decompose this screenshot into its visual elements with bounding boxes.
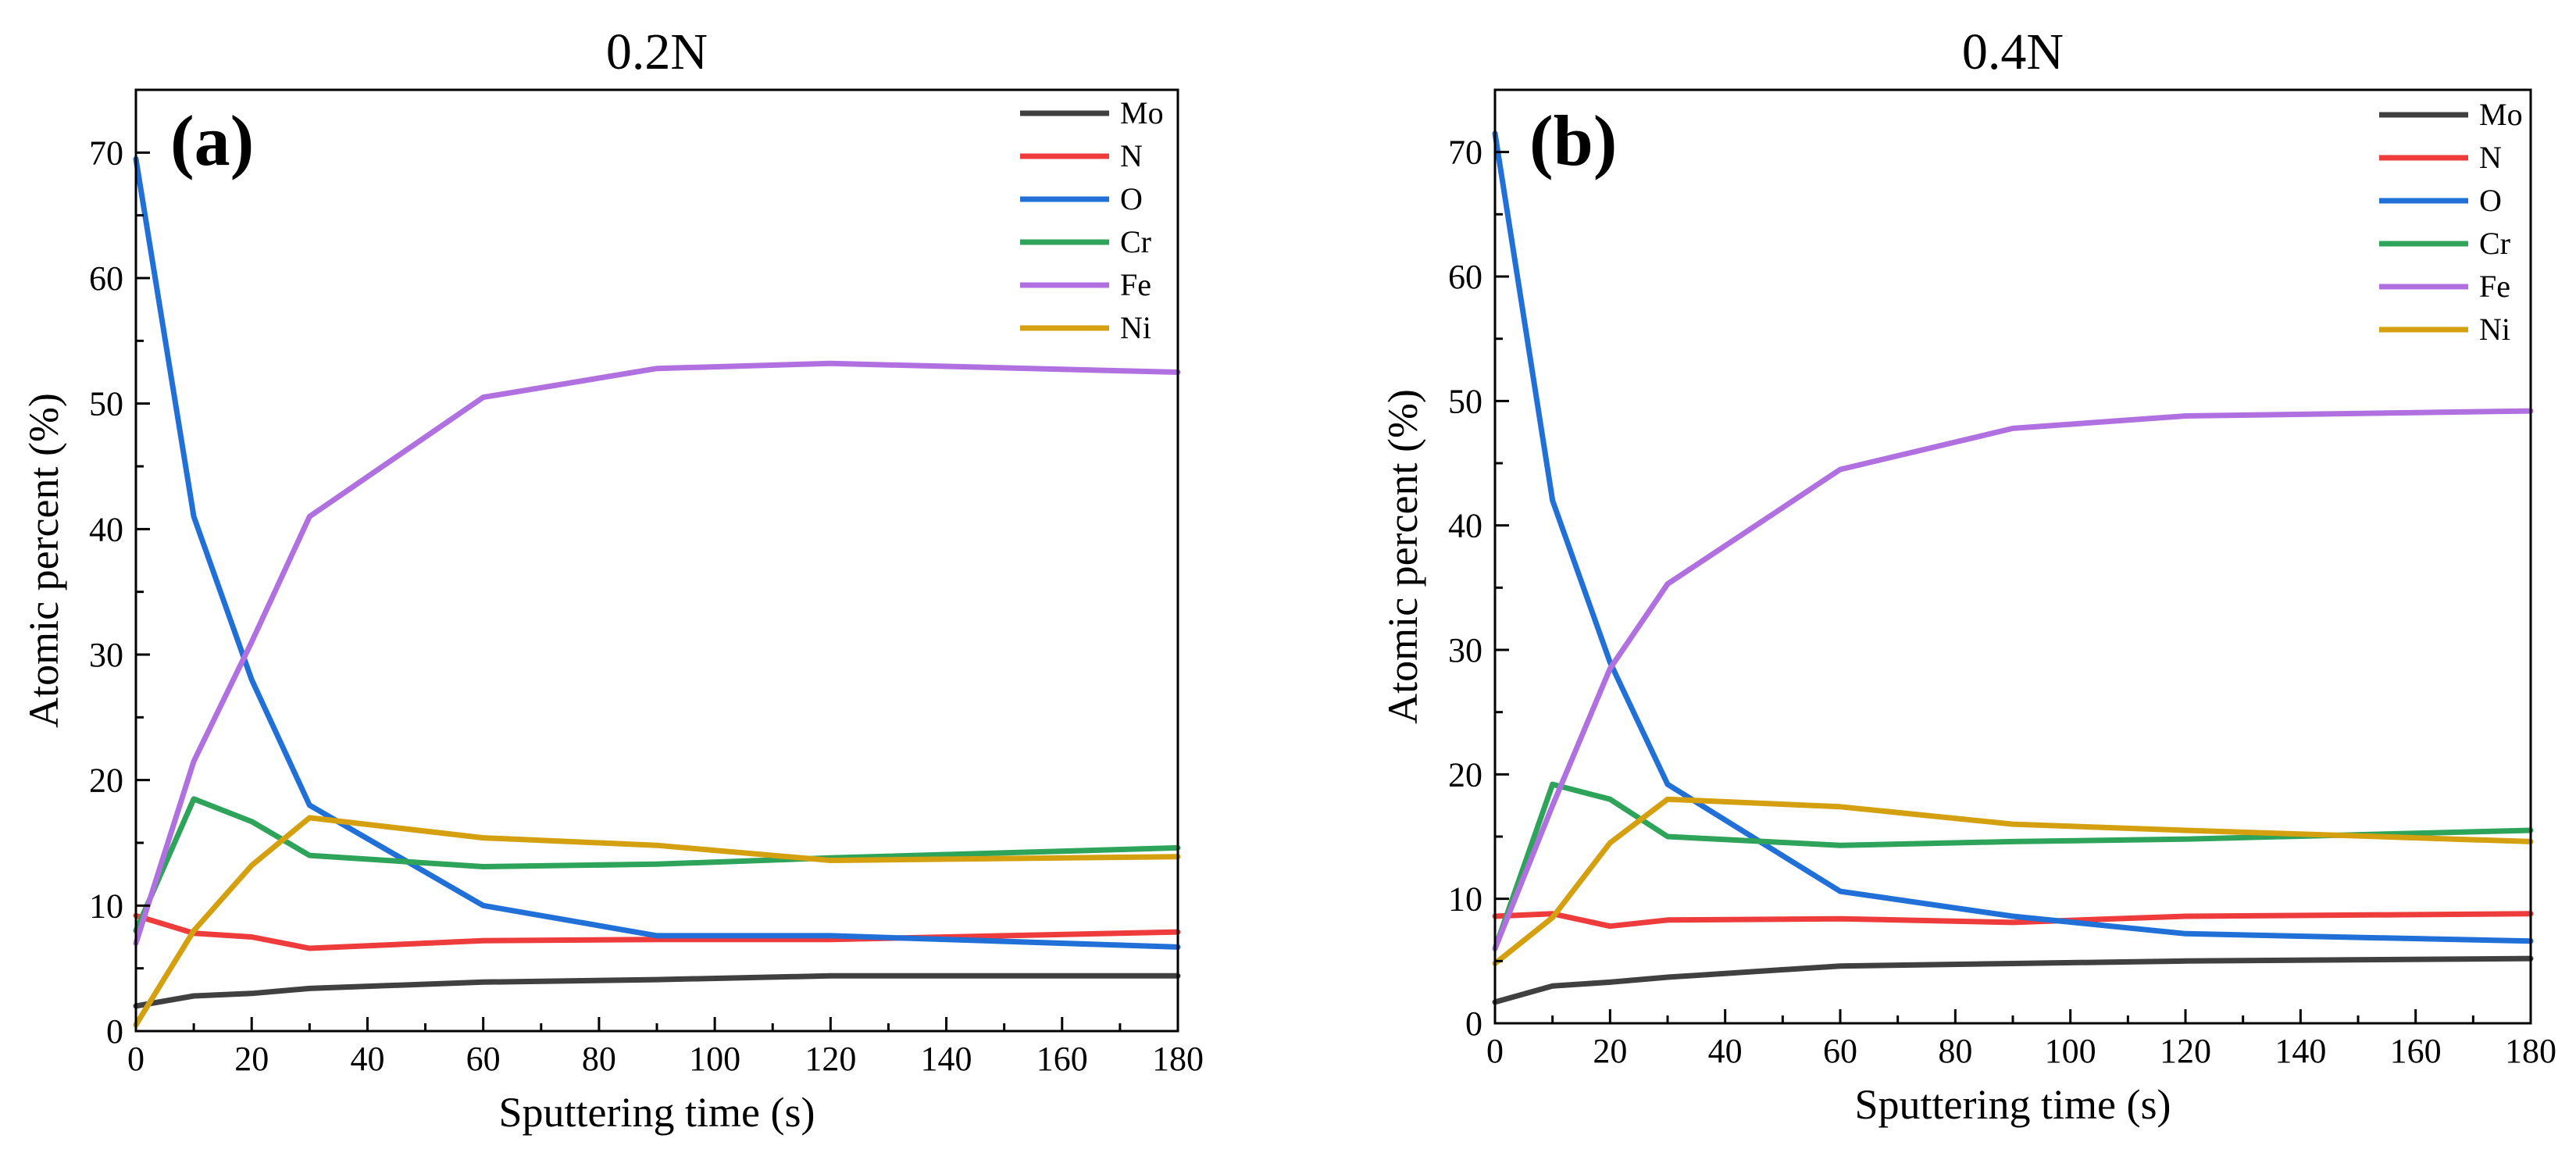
y-tick-label: 60 <box>89 259 123 298</box>
series-line-n <box>1492 911 2534 930</box>
series-line-n <box>133 912 1181 951</box>
x-tick-label: 80 <box>582 1040 616 1078</box>
x-tick-label: 60 <box>466 1040 501 1078</box>
series-line-o <box>1492 130 2534 944</box>
legend-label-cr: Cr <box>1120 224 1151 259</box>
series-line-ni <box>133 815 1181 1028</box>
panel-label: (a) <box>170 101 254 180</box>
series-line-o <box>133 155 1181 950</box>
y-tick-label: 30 <box>1448 631 1482 669</box>
x-tick-label: 60 <box>1823 1032 1857 1070</box>
y-tick-label: 70 <box>1448 134 1482 172</box>
legend-label-o: O <box>2479 183 2502 218</box>
chart-panel-b: 0.4N 0 20 40 60 80 100 120 140 160 180 0 10 20 30 40 50 6… <box>1379 23 2556 1128</box>
legend-label-mo: Mo <box>2479 97 2523 132</box>
x-tick-label: 40 <box>350 1040 384 1078</box>
y-tick-label: 20 <box>1448 755 1482 794</box>
x-tick-label: 140 <box>2275 1032 2326 1070</box>
x-tick-label: 120 <box>2160 1032 2211 1070</box>
y-tick-label: 10 <box>89 887 123 925</box>
x-tick-label: 180 <box>2505 1032 2556 1070</box>
x-tick-label: 0 <box>1486 1032 1504 1070</box>
series-line-mo <box>133 973 1181 1009</box>
x-tick-label: 20 <box>1593 1032 1627 1070</box>
y-axis-title: Atomic percent (%) <box>1379 389 1426 724</box>
x-tick-label: 0 <box>127 1040 144 1078</box>
y-tick-label: 20 <box>89 762 123 800</box>
legend-label-mo: Mo <box>1120 95 1164 130</box>
x-tick-label: 120 <box>805 1040 856 1078</box>
chart-title: 0.4N <box>1962 23 2064 80</box>
y-tick-label: 60 <box>1448 258 1482 296</box>
x-tick-label: 100 <box>689 1040 740 1078</box>
legend-label-n: N <box>2479 140 2502 175</box>
y-tick-label: 50 <box>1448 382 1482 420</box>
y-tick-label: 40 <box>89 510 123 548</box>
y-tick-label: 30 <box>89 636 123 674</box>
y-tick-label: 50 <box>89 385 123 423</box>
x-tick-label: 160 <box>1036 1040 1088 1078</box>
legend-label-fe: Fe <box>2479 269 2510 304</box>
y-tick-label: 10 <box>1448 880 1482 919</box>
y-tick-label: 0 <box>106 1012 123 1051</box>
y-axis-title: Atomic percent (%) <box>20 393 67 728</box>
x-axis-title: Sputtering time (s) <box>499 1089 815 1136</box>
series-line-ni <box>1492 796 2534 966</box>
x-tick-label: 20 <box>234 1040 269 1078</box>
legend-label-fe: Fe <box>1120 267 1151 302</box>
x-tick-label: 160 <box>2390 1032 2442 1070</box>
x-tick-label: 180 <box>1152 1040 1204 1078</box>
chart-panel-a: 0.2N 0 20 40 60 80 100 120 140 160 180 0 10 20 30 40 50 6… <box>20 23 1204 1136</box>
panel-label: (b) <box>1529 101 1617 180</box>
x-axis-title: Sputtering time (s) <box>1855 1081 2171 1128</box>
legend-label-ni: Ni <box>2479 312 2510 347</box>
legend-label-n: N <box>1120 138 1143 173</box>
chart-title: 0.2N <box>606 23 708 80</box>
series-line-cr <box>133 796 1181 933</box>
y-tick-label: 0 <box>1465 1005 1482 1043</box>
y-tick-label: 40 <box>1448 507 1482 545</box>
legend-label-o: O <box>1120 181 1143 216</box>
series-line-fe <box>1492 408 2534 951</box>
plot-frame <box>1493 88 2532 1025</box>
x-tick-label: 80 <box>1938 1032 1972 1070</box>
y-tick-label: 70 <box>89 134 123 172</box>
legend-label-cr: Cr <box>2479 226 2510 261</box>
series-line-mo <box>1492 955 2534 1005</box>
x-tick-label: 100 <box>2045 1032 2096 1070</box>
x-tick-label: 140 <box>921 1040 972 1078</box>
series-line-fe <box>133 360 1181 946</box>
legend-label-ni: Ni <box>1120 310 1151 345</box>
x-tick-label: 40 <box>1708 1032 1743 1070</box>
